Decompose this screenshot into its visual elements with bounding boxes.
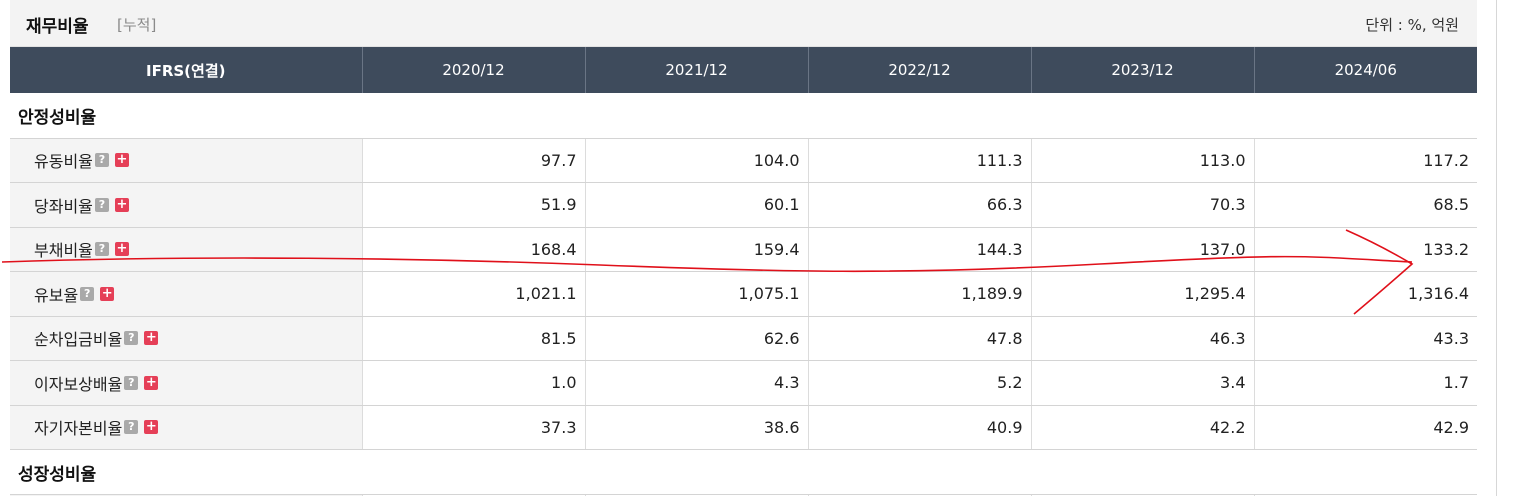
- value-cell: 1,075.1: [584, 271, 808, 317]
- row-label: 유동비율: [34, 152, 93, 172]
- row-label-cell: 순차입금비율? +: [10, 316, 362, 361]
- value-cell: 70.3: [1030, 182, 1254, 228]
- table-row: [10, 494, 1477, 496]
- value-cell: 117.2: [1253, 138, 1477, 183]
- table-row: 유보율? +1,021.1 1,075.1 1,189.9 1,295.4 1,316.4: [10, 271, 1477, 317]
- header-period: 2022/12: [807, 47, 1031, 93]
- row-label-cell: 자기자본비율? +: [10, 405, 362, 450]
- row-label: 순차입금비율: [34, 330, 123, 350]
- panel-subtitle: [누적]: [117, 16, 157, 34]
- plus-icon[interactable]: +: [100, 285, 115, 301]
- value-cell: 47.8: [807, 316, 1031, 361]
- value-cell: 97.7: [361, 138, 585, 183]
- value-cell: 1.0: [361, 360, 585, 406]
- value-cell: 40.9: [807, 405, 1031, 450]
- value-cell: [807, 494, 1031, 496]
- value-cell: [1253, 494, 1477, 496]
- value-cell: 38.6: [584, 405, 808, 450]
- header-period: 2024/06: [1253, 47, 1477, 93]
- section-title: 안정성비율: [10, 93, 1477, 139]
- question-icon[interactable]: ?: [124, 420, 139, 435]
- table-row: 이자보상배율? +1.0 4.3 5.2 3.4 1.7: [10, 360, 1477, 406]
- value-cell: 62.6: [584, 316, 808, 361]
- value-cell: 111.3: [807, 138, 1031, 183]
- plus-icon[interactable]: +: [114, 196, 129, 212]
- header-period: 2021/12: [584, 47, 808, 93]
- table-row: 당좌비율? +51.9 60.1 66.3 70.3 68.5: [10, 182, 1477, 228]
- row-label: 이자보상배율: [34, 374, 123, 394]
- row-label-cell: 당좌비율? +: [10, 182, 362, 228]
- section-header-row: 성장성비율: [10, 449, 1477, 495]
- row-label-cell: 이자보상배율? +: [10, 360, 362, 406]
- row-label: 자기자본비율: [34, 419, 123, 439]
- question-icon[interactable]: ?: [94, 242, 109, 257]
- table-row: 순차입금비율? +81.5 62.6 47.8 46.3 43.3: [10, 316, 1477, 361]
- value-cell: 46.3: [1030, 316, 1254, 361]
- plus-icon[interactable]: +: [114, 241, 129, 257]
- ratio-table: IFRS(연결) 2020/12 2021/12 2022/12 2023/12…: [10, 47, 1477, 496]
- value-cell: 144.3: [807, 227, 1031, 272]
- plus-icon[interactable]: +: [144, 330, 159, 346]
- plus-icon[interactable]: +: [144, 419, 159, 435]
- section-header-row: 안정성비율: [10, 93, 1477, 139]
- question-icon[interactable]: ?: [94, 153, 109, 168]
- section-title: 성장성비율: [10, 449, 1477, 495]
- plus-icon[interactable]: +: [114, 152, 129, 168]
- value-cell: 42.9: [1253, 405, 1477, 450]
- value-cell: 113.0: [1030, 138, 1254, 183]
- value-cell: 60.1: [584, 182, 808, 228]
- row-label-cell: 부채비율? +: [10, 227, 362, 272]
- panel-title: 재무비율: [26, 17, 89, 37]
- table-row: 자기자본비율? +37.3 38.6 40.9 42.2 42.9: [10, 405, 1477, 450]
- row-label-cell: 유보율? +: [10, 271, 362, 317]
- row-label: 유보율: [34, 285, 79, 305]
- value-cell: 133.2: [1253, 227, 1477, 272]
- table-row: 부채비율? +168.4 159.4 144.3 137.0 133.2: [10, 227, 1477, 272]
- unit-label: 단위 : %, 억원: [1365, 16, 1459, 34]
- value-cell: 42.2: [1030, 405, 1254, 450]
- value-cell: 43.3: [1253, 316, 1477, 361]
- value-cell: 159.4: [584, 227, 808, 272]
- header-period: 2023/12: [1030, 47, 1254, 93]
- value-cell: 4.3: [584, 360, 808, 406]
- header-corner: IFRS(연결): [10, 47, 362, 93]
- value-cell: [1030, 494, 1254, 496]
- value-cell: 3.4: [1030, 360, 1254, 406]
- value-cell: 66.3: [807, 182, 1031, 228]
- value-cell: 68.5: [1253, 182, 1477, 228]
- value-cell: 104.0: [584, 138, 808, 183]
- header-period: 2020/12: [361, 47, 585, 93]
- question-icon[interactable]: ?: [80, 286, 95, 301]
- question-icon[interactable]: ?: [124, 375, 139, 390]
- panel-header: 재무비율 [누적] 단위 : %, 억원: [10, 0, 1477, 47]
- row-label-cell: 유동비율? +: [10, 138, 362, 183]
- value-cell: 37.3: [361, 405, 585, 450]
- value-cell: 5.2: [807, 360, 1031, 406]
- value-cell: 137.0: [1030, 227, 1254, 272]
- value-cell: [361, 494, 585, 496]
- value-cell: 1,295.4: [1030, 271, 1254, 317]
- value-cell: 1.7: [1253, 360, 1477, 406]
- question-icon[interactable]: ?: [94, 197, 109, 212]
- value-cell: 51.9: [361, 182, 585, 228]
- plus-icon[interactable]: +: [144, 374, 159, 390]
- value-cell: 168.4: [361, 227, 585, 272]
- row-label: 부채비율: [34, 241, 93, 261]
- value-cell: 81.5: [361, 316, 585, 361]
- value-cell: [584, 494, 808, 496]
- right-divider: [1496, 0, 1497, 496]
- row-label-cell: [10, 494, 362, 496]
- table-row: 유동비율? +97.7 104.0 111.3 113.0 117.2: [10, 138, 1477, 183]
- question-icon[interactable]: ?: [124, 331, 139, 346]
- value-cell: 1,021.1: [361, 271, 585, 317]
- value-cell: 1,316.4: [1253, 271, 1477, 317]
- table-header-row: IFRS(연결) 2020/12 2021/12 2022/12 2023/12…: [10, 47, 1477, 93]
- value-cell: 1,189.9: [807, 271, 1031, 317]
- row-label: 당좌비율: [34, 196, 93, 216]
